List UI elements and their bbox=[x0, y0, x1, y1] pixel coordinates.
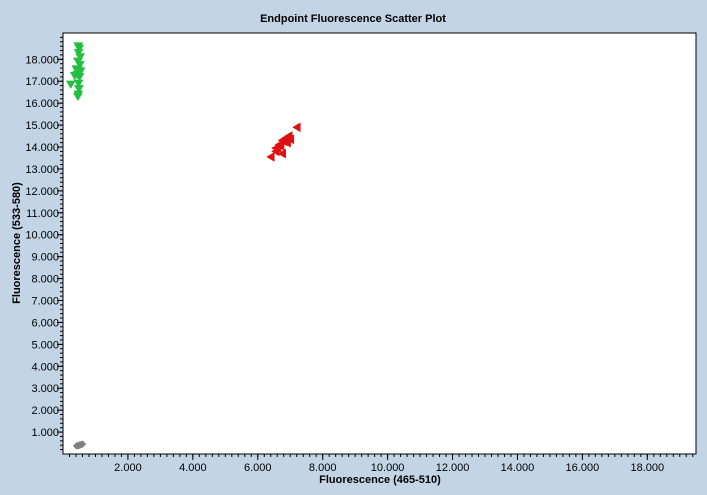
y-tick-label: 15.000 bbox=[25, 120, 59, 132]
ticks-layer: 2.000 4.000 6.000 8.000 10.000 12.000 14.000 16… bbox=[25, 36, 694, 474]
plot-area bbox=[62, 32, 697, 455]
data-point-series-2 bbox=[271, 143, 280, 154]
x-tick-label: 6.000 bbox=[244, 462, 272, 474]
data-point-series-1 bbox=[74, 73, 85, 82]
x-tick-label: 4.000 bbox=[179, 462, 207, 474]
y-tick-label: 5.000 bbox=[31, 339, 59, 351]
y-tick-label: 16.000 bbox=[25, 98, 59, 110]
x-tick-label: 2.000 bbox=[114, 462, 142, 474]
data-points bbox=[65, 42, 301, 450]
y-tick-label: 14.000 bbox=[25, 142, 59, 154]
y-tick-label: 4.000 bbox=[31, 361, 59, 373]
data-point-series-2 bbox=[277, 148, 286, 159]
data-point-series-1 bbox=[65, 80, 76, 90]
y-tick-label: 11.000 bbox=[26, 208, 59, 220]
y-tick-label: 13.000 bbox=[25, 164, 59, 176]
data-point-series-2 bbox=[292, 122, 301, 133]
x-tick-label: 10.000 bbox=[371, 462, 405, 474]
y-tick-label: 3.000 bbox=[31, 383, 59, 395]
data-point-series-1 bbox=[73, 48, 84, 58]
x-tick-label: 18.000 bbox=[630, 462, 664, 474]
y-tick-label: 6.000 bbox=[31, 317, 59, 329]
y-tick-label: 17.000 bbox=[25, 76, 59, 88]
x-tick-label: 16.000 bbox=[566, 462, 600, 474]
x-axis-title: Fluorescence (465-510) bbox=[319, 474, 441, 486]
y-tick-label: 12.000 bbox=[25, 186, 59, 198]
x-tick-label: 14.000 bbox=[501, 462, 535, 474]
data-point-series-2 bbox=[266, 151, 275, 162]
data-point-series-3 bbox=[74, 441, 82, 450]
y-tick-label: 18.000 bbox=[25, 54, 59, 66]
data-point-series-1 bbox=[73, 79, 84, 88]
x-tick-label: 8.000 bbox=[309, 462, 337, 474]
data-point-series-1 bbox=[75, 53, 86, 62]
data-point-series-2 bbox=[277, 135, 286, 146]
data-point-series-1 bbox=[72, 92, 83, 102]
data-point-series-1 bbox=[74, 44, 85, 53]
y-axis-title: Fluorescence (533-580) bbox=[11, 182, 23, 304]
y-tick-label: 10.000 bbox=[25, 230, 59, 242]
y-tick-label: 8.000 bbox=[31, 274, 59, 286]
y-tick-label: 9.000 bbox=[31, 252, 59, 264]
x-tick-label: 12.000 bbox=[436, 462, 470, 474]
data-point-series-1 bbox=[74, 60, 85, 70]
y-tick-label: 7.000 bbox=[31, 296, 59, 308]
data-point-series-2 bbox=[282, 137, 291, 148]
data-point-series-1 bbox=[73, 85, 84, 94]
chart-title: Endpoint Fluorescence Scatter Plot bbox=[260, 13, 446, 25]
y-tick-label: 2.000 bbox=[31, 405, 59, 417]
y-tick-label: 1.000 bbox=[31, 427, 59, 439]
